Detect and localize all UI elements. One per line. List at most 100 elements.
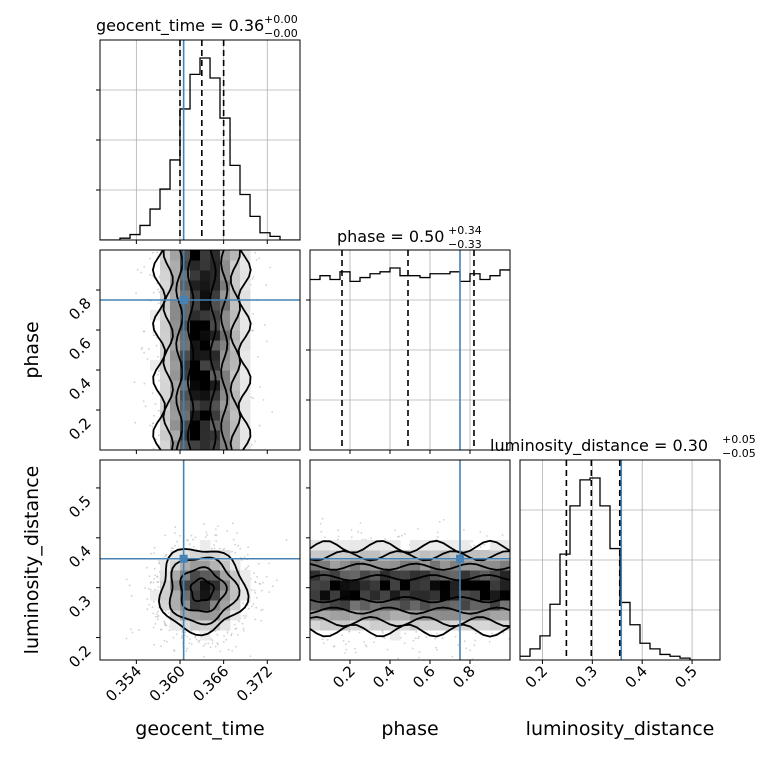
sample-point <box>345 643 347 645</box>
sample-point <box>230 632 233 635</box>
density-cell <box>210 360 221 371</box>
density-cell <box>220 380 231 391</box>
density-cell <box>190 360 201 371</box>
density-cell <box>240 300 251 311</box>
sample-point <box>350 529 353 531</box>
density-cell <box>200 430 211 441</box>
sample-point <box>158 291 161 294</box>
density-cell <box>170 330 181 341</box>
sample-point <box>249 655 252 658</box>
sample-point <box>135 292 138 295</box>
density-cell <box>500 560 510 571</box>
density-cell <box>190 330 201 341</box>
density-cell <box>480 620 491 631</box>
sample-point <box>348 630 350 633</box>
sample-point <box>167 612 170 614</box>
sample-point <box>223 547 226 550</box>
sample-point <box>333 645 336 648</box>
sample-point <box>157 580 160 583</box>
density-cell <box>240 410 251 421</box>
sample-point <box>234 543 237 546</box>
density-cell <box>160 270 171 281</box>
density-cell <box>370 560 381 571</box>
density-cell <box>310 610 321 621</box>
sample-point <box>211 642 214 644</box>
density-cell <box>230 270 241 281</box>
density-cell <box>450 590 461 601</box>
density-cell <box>200 330 211 341</box>
sample-point <box>247 565 250 568</box>
density-cell <box>480 580 491 591</box>
sample-point <box>157 373 160 376</box>
density-cell <box>160 590 171 601</box>
sample-point <box>411 647 414 650</box>
panel-geocent-time-histogram <box>96 39 301 241</box>
density-cell <box>450 600 461 611</box>
density-cell <box>220 570 231 581</box>
density-cell <box>200 320 211 331</box>
sample-point <box>205 531 208 534</box>
sample-point <box>470 546 472 548</box>
density-cell <box>180 420 191 431</box>
sample-point <box>436 632 438 635</box>
density-cell <box>190 280 201 291</box>
density-cell <box>360 560 371 571</box>
sample-point <box>164 555 167 558</box>
sample-point <box>398 535 400 538</box>
density-cell <box>180 330 191 341</box>
histogram-luminosity-distance <box>520 477 720 660</box>
sample-point <box>247 607 250 610</box>
density-cell <box>410 570 421 581</box>
density-cell <box>200 340 211 351</box>
sample-point <box>227 648 230 651</box>
density-cell <box>190 620 201 631</box>
density-cell <box>400 550 411 561</box>
density-cell <box>220 290 231 301</box>
contour-level-2 <box>310 550 510 628</box>
density-cell <box>190 600 201 611</box>
sample-point <box>255 596 258 599</box>
density-cell <box>220 550 231 561</box>
sample-point <box>401 534 403 537</box>
sample-point <box>134 421 137 424</box>
sample-point <box>154 616 157 618</box>
density-cell <box>240 310 251 321</box>
density-cell <box>360 600 371 611</box>
sample-point <box>425 636 428 638</box>
sample-point <box>190 534 193 537</box>
sample-point <box>226 530 229 532</box>
sample-point <box>172 636 175 639</box>
sample-point <box>148 604 151 606</box>
title-phase: phase = 0.50 <box>337 227 444 246</box>
density-cell <box>480 550 491 561</box>
density-cell <box>220 400 231 411</box>
sample-point <box>269 266 271 269</box>
sample-point <box>131 631 134 634</box>
sample-point <box>223 635 226 637</box>
panel-content <box>100 460 300 660</box>
sample-point <box>157 586 160 588</box>
sample-point <box>337 535 340 538</box>
sample-point <box>341 634 343 637</box>
sample-point <box>254 440 256 443</box>
histogram-phase <box>310 267 510 283</box>
density-cell <box>220 560 231 571</box>
sample-point <box>153 546 156 549</box>
density-cell <box>180 340 191 351</box>
sample-point <box>473 644 476 646</box>
sample-point <box>226 632 229 634</box>
x-tick-label-phase: 0.8 <box>449 662 479 692</box>
density-cell <box>460 580 471 591</box>
sample-point <box>345 648 348 651</box>
density-cell <box>200 280 211 291</box>
sample-point <box>434 646 437 649</box>
density-cell <box>420 550 431 561</box>
density-cell <box>490 600 501 611</box>
sample-point <box>215 534 218 537</box>
sample-point <box>337 529 340 532</box>
density-cell <box>210 250 221 261</box>
sample-point <box>242 614 245 617</box>
sample-point <box>153 414 155 417</box>
sample-point <box>143 330 145 333</box>
density-cell <box>450 560 461 571</box>
